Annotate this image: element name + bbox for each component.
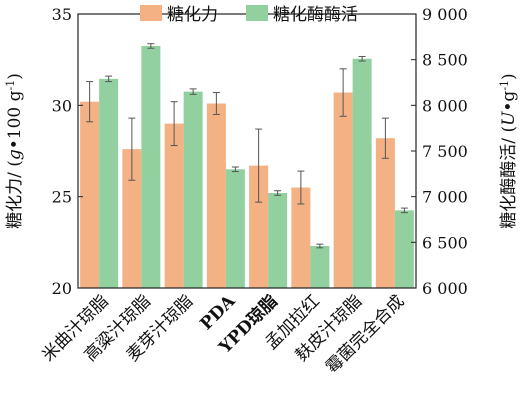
error-bar-1-3 [231, 166, 239, 173]
error-bar-1-0 [105, 75, 113, 83]
bar-glucoamylase-activity-1 [141, 45, 161, 288]
bar-saccharifying-power-3 [206, 103, 226, 288]
right-tick-label-0: 6 000 [422, 279, 468, 298]
error-bar-1-7 [400, 207, 408, 214]
y-axis-left-title-part-1: g [5, 149, 25, 160]
error-bar-0-5 [297, 170, 305, 205]
bar-saccharifying-power-1 [122, 149, 142, 288]
y-axis-left-title-part-4: -1 [4, 80, 17, 91]
error-bar-1-1 [147, 43, 155, 49]
error-bar-0-6 [339, 68, 347, 117]
error-bar-0-1 [128, 117, 136, 181]
right-tick-label-6: 9 000 [422, 5, 468, 24]
y-axis-left-title-part-0: 糖化力/ ( [5, 160, 25, 229]
bar-glucoamylase-activity-7 [394, 210, 414, 288]
y-axis-right-title-part-5: ) [499, 73, 519, 80]
bar-saccharifying-power-6 [333, 92, 353, 289]
bar-saccharifying-power-5 [291, 187, 311, 288]
error-bar-1-6 [358, 55, 366, 62]
y-axis-right-title: 糖化酶酶活/ (U•g-1) [498, 73, 520, 228]
legend: 糖化力 糖化酶酶活 [140, 5, 358, 25]
y-axis-left-title-part-5: ) [5, 73, 25, 80]
error-bar-1-5 [316, 243, 324, 249]
y-axis-right-title-part-4: -1 [498, 80, 511, 91]
bar-glucoamylase-activity-3 [225, 169, 245, 288]
error-bar-1-2 [189, 88, 197, 95]
y-axis-left-title: 糖化力/ (g•100 g-1) [4, 73, 26, 229]
right-tick-label-4: 8 000 [422, 96, 468, 115]
bar-glucoamylase-activity-2 [183, 91, 203, 288]
left-tick-label-0: 20 [52, 279, 72, 298]
bar-saccharifying-power-4 [249, 165, 269, 288]
bar-glucoamylase-activity-5 [310, 245, 330, 288]
y-axis-right-title-part-0: 糖化酶酶活/ ( [499, 126, 519, 229]
bar-glucoamylase-activity-0 [99, 78, 119, 288]
error-bar-0-7 [381, 117, 389, 159]
legend-label-0: 糖化力 [167, 5, 218, 25]
right-tick-label-1: 6 500 [422, 233, 468, 252]
bar-glucoamylase-activity-4 [268, 193, 288, 288]
error-bars-layer [86, 43, 408, 249]
bar-saccharifying-power-0 [80, 101, 100, 289]
legend-label-1: 糖化酶酶活 [273, 5, 358, 25]
bars-layer [80, 45, 414, 289]
right-tick-label-3: 7 500 [422, 142, 468, 161]
y-axis-right-title-part-3: g [499, 91, 519, 102]
error-bar-0-0 [86, 81, 94, 123]
y-axis-right-title-part-2: • [499, 102, 519, 112]
bar-saccharifying-power-2 [164, 123, 184, 288]
bar-glucoamylase-activity-6 [352, 58, 372, 289]
left-tick-label-2: 30 [52, 96, 72, 115]
left-tick-label-3: 35 [52, 5, 72, 24]
error-bar-0-3 [212, 92, 220, 115]
y-axis-left-title-part-2: • [5, 139, 25, 149]
y-axis-right-title-part-1: U [499, 111, 519, 126]
right-tick-label-5: 8 500 [422, 51, 468, 70]
right-tick-label-2: 7 000 [422, 188, 468, 207]
bar-saccharifying-power-7 [375, 138, 395, 288]
left-tick-label-1: 25 [52, 188, 72, 207]
error-bar-0-4 [255, 128, 263, 203]
y-axis-left-title-part-3: 100 g [5, 90, 25, 139]
error-bar-1-4 [274, 190, 282, 196]
legend-swatch-1 [246, 5, 268, 21]
legend-swatch-0 [140, 5, 162, 21]
error-bar-0-2 [170, 101, 178, 147]
